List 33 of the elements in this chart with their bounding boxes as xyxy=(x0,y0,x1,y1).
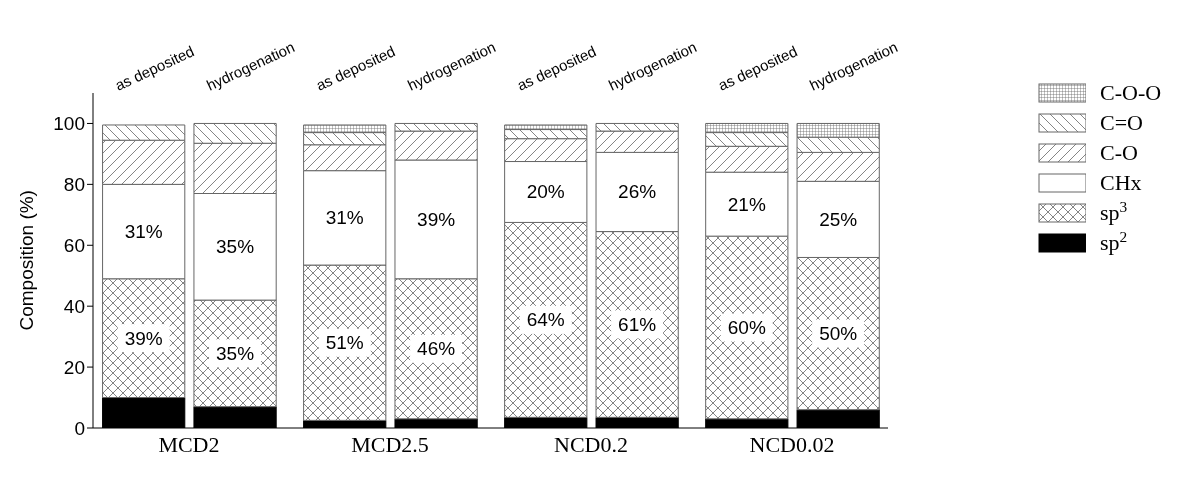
text: NCD0.02 xyxy=(749,431,835,457)
data-label: 60% xyxy=(727,317,766,338)
legend-label: sp$^{2}$ xyxy=(1100,227,1128,255)
legend-label: C-O xyxy=(1100,140,1139,165)
data-label: 46% xyxy=(417,338,456,360)
y-tick-label: 60 xyxy=(63,235,85,257)
data-label: 35% xyxy=(216,342,255,364)
y-axis-title: Composition (%) xyxy=(15,190,37,331)
text: NCD0.2 xyxy=(554,431,628,457)
data-label: 61% xyxy=(618,313,657,335)
y-tick-label: 0 xyxy=(74,417,85,439)
text: MCD2.5 xyxy=(351,431,429,457)
text: MCD2 xyxy=(158,431,220,457)
y-tick-label: 80 xyxy=(63,174,85,196)
y-tick-label: 100 xyxy=(53,113,85,135)
data-label: 64% xyxy=(526,309,565,331)
data-label: 39% xyxy=(417,208,456,230)
legend-label: C=O xyxy=(1100,110,1144,135)
data-label: 31% xyxy=(325,207,364,229)
legend-label: sp$^{3}$ xyxy=(1100,197,1129,225)
legend-label: C-O-O xyxy=(1100,80,1162,105)
legend-label: CHx xyxy=(1100,170,1143,195)
y-tick-label: 40 xyxy=(63,295,85,317)
data-label: 35% xyxy=(216,236,255,258)
data-label: 26% xyxy=(618,181,657,203)
data-label: 20% xyxy=(526,181,565,203)
data-label: 50% xyxy=(819,323,858,345)
data-label: 31% xyxy=(124,221,163,243)
y-tick-label: 20 xyxy=(63,356,85,378)
data-label: 51% xyxy=(325,332,364,354)
data-label: 21% xyxy=(727,193,766,215)
data-label: 25% xyxy=(819,208,858,230)
data-label: 39% xyxy=(124,327,163,349)
